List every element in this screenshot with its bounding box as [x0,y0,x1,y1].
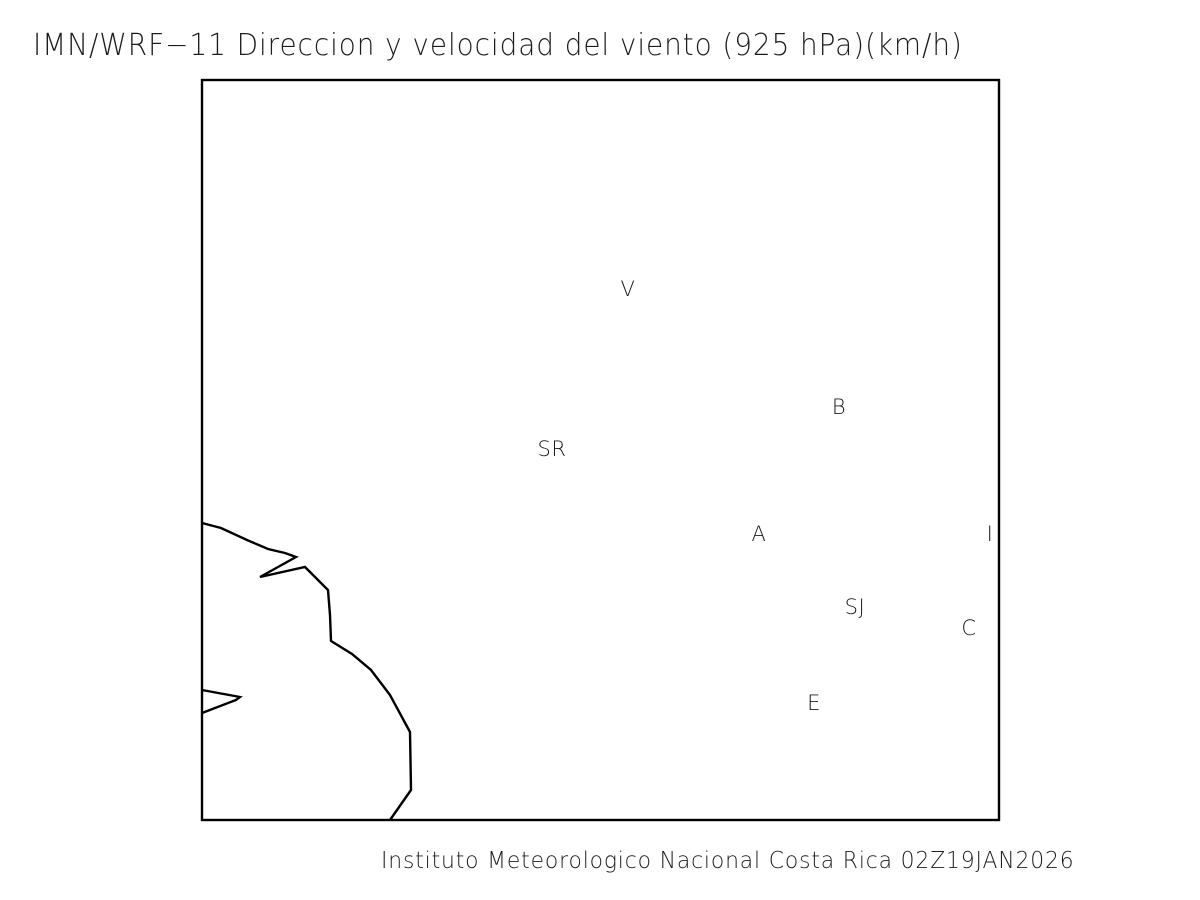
station-label-v: V [621,277,636,301]
station-label-i: I [987,522,994,546]
map-frame-border [200,78,1001,822]
station-label-sj: SJ [845,595,866,619]
coastline-pacific [201,521,413,821]
station-label-a: A [752,522,767,546]
station-label-c: C [961,616,976,640]
station-label-sr: SR [537,437,566,461]
page-title: IMN/WRF−11 Direccion y velocidad del vie… [33,28,963,63]
coastline-peninsula [201,688,243,715]
station-label-b: B [832,395,846,419]
station-label-e: E [807,691,821,715]
footer-attribution: Instituto Meteorologico Nacional Costa R… [381,848,1075,874]
